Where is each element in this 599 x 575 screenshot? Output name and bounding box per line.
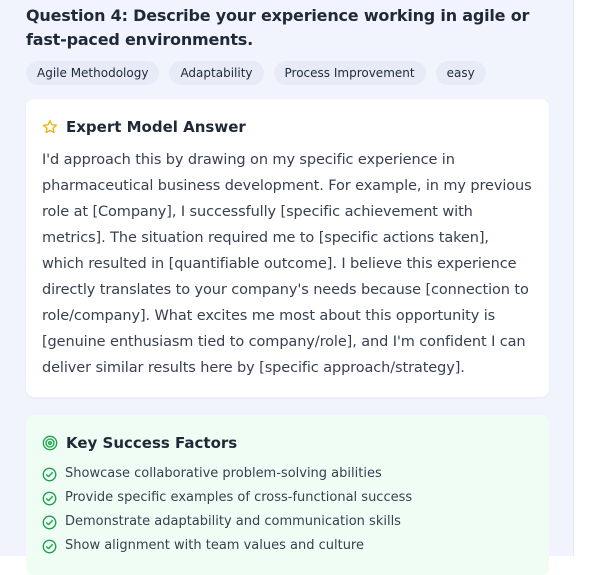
list-item: Demonstrate adaptability and communicati… <box>42 510 533 534</box>
tag: Process Improvement <box>273 61 426 85</box>
factor-text: Showcase collaborative problem-solving a… <box>65 466 382 481</box>
difficulty-tag: easy <box>435 61 486 85</box>
factor-text: Show alignment with team values and cult… <box>65 538 364 553</box>
expert-answer-heading: Expert Model Answer <box>66 118 246 136</box>
tag: Adaptability <box>169 61 264 85</box>
question-panel: Question 4: Describe your experience wor… <box>0 0 573 575</box>
factor-text: Provide specific examples of cross-funct… <box>65 490 413 505</box>
list-item: Provide specific examples of cross-funct… <box>42 486 533 510</box>
success-factors-header: Key Success Factors <box>42 433 533 453</box>
expert-answer-header: Expert Model Answer <box>42 117 533 137</box>
expert-answer-card: Expert Model Answer I'd approach this by… <box>26 99 549 397</box>
check-circle-icon <box>42 515 57 529</box>
list-item: Show alignment with team values and cult… <box>42 534 533 558</box>
factor-text: Demonstrate adaptability and communicati… <box>65 514 401 529</box>
check-circle-icon <box>42 467 57 481</box>
check-circle-icon <box>42 539 57 553</box>
success-factors-heading: Key Success Factors <box>66 434 238 452</box>
check-circle-icon <box>42 491 57 505</box>
list-item: Showcase collaborative problem-solving a… <box>42 462 533 486</box>
tag-list: Agile Methodology Adaptability Process I… <box>26 61 547 85</box>
success-factors-list: Showcase collaborative problem-solving a… <box>42 462 533 558</box>
tag: Agile Methodology <box>26 61 160 85</box>
expert-answer-text: I'd approach this by drawing on my speci… <box>42 152 532 376</box>
target-icon <box>42 435 58 451</box>
question-title: Question 4: Describe your experience wor… <box>26 6 530 49</box>
scrollbar[interactable] <box>573 0 599 556</box>
star-icon <box>43 120 57 134</box>
success-factors-card: Key Success Factors Showcase collaborati… <box>26 415 549 575</box>
